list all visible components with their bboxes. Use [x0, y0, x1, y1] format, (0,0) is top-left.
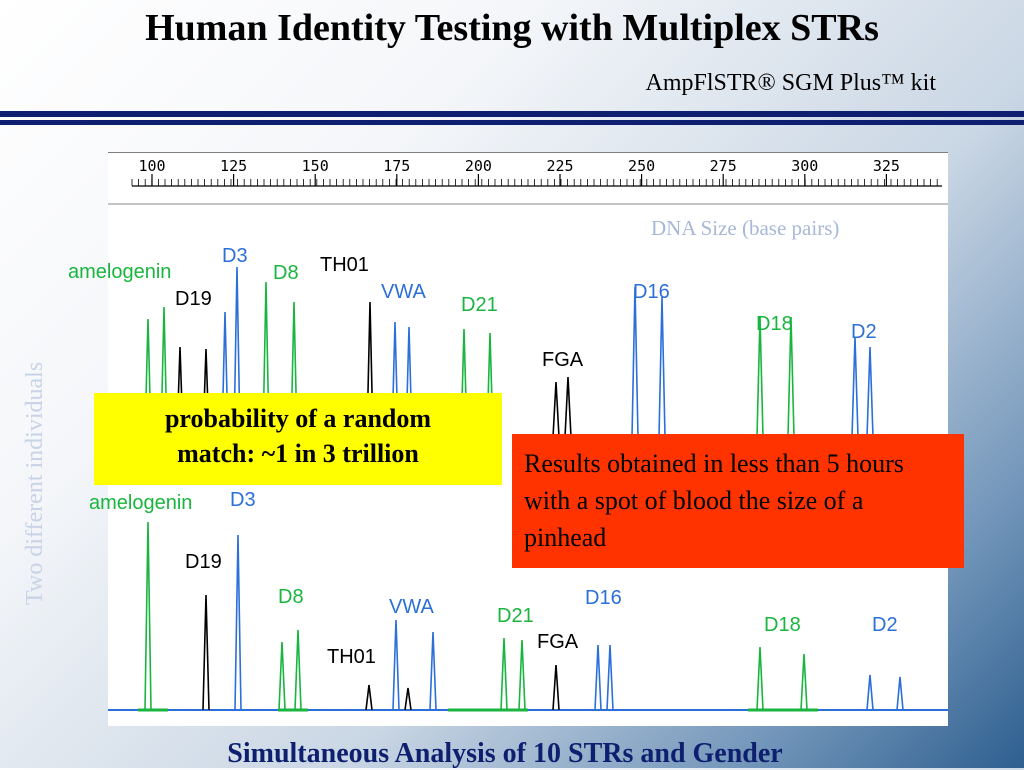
peak	[392, 619, 400, 711]
peak	[552, 381, 560, 438]
ruler-tick-label: 300	[791, 157, 818, 175]
random-match-line-2: match: ~1 in 3 trillion	[177, 439, 419, 469]
peak	[787, 316, 795, 438]
top-locus-d2: D2	[851, 321, 877, 343]
header-rule-bottom	[0, 120, 1024, 125]
x-axis-label: DNA Size (base pairs)	[651, 216, 840, 240]
ruler-tick-label: 250	[628, 157, 655, 175]
header-rule-top	[0, 111, 1024, 117]
side-label: Two different individuals	[22, 361, 48, 605]
peak	[278, 641, 286, 711]
bottom-locus-d16: D16	[585, 587, 622, 609]
top-locus-d21: D21	[461, 294, 498, 316]
bottom-locus-d2: D2	[872, 614, 898, 636]
bottom-locus-amelogenin: amelogenin	[89, 492, 193, 514]
bottom-locus-d3: D3	[230, 489, 256, 511]
top-locus-amelogenin: amelogenin	[68, 261, 172, 283]
bottom-locus-d21: D21	[497, 605, 534, 627]
peak	[800, 653, 808, 711]
peak	[366, 301, 374, 438]
top-locus-th01: TH01	[320, 254, 369, 276]
ruler-tick-label: 100	[138, 157, 165, 175]
slide-footer: Simultaneous Analysis of 10 STRs and Gen…	[227, 738, 783, 769]
peak	[202, 594, 210, 711]
peak	[564, 376, 572, 438]
peak	[866, 346, 874, 438]
ruler-tick-label: 175	[383, 157, 410, 175]
top-locus-d18: D18	[756, 313, 793, 335]
ruler-tick-label: 325	[873, 157, 900, 175]
kit-subtitle: AmpFlSTR® SGM Plus™ kit	[645, 70, 937, 96]
peak	[756, 316, 764, 438]
ruler-tick-label: 225	[546, 157, 573, 175]
ruler-tick-label: 125	[220, 157, 247, 175]
top-locus-d3: D3	[222, 245, 248, 267]
peak	[594, 644, 602, 711]
random-match-line-1: probability of a random	[164, 404, 432, 433]
peak	[429, 631, 437, 711]
electropherogram-svg: 100 125 150 175 200 225 250 275 300 325	[108, 152, 948, 712]
peak	[290, 301, 298, 438]
slide-title: Human Identity Testing with Multiplex ST…	[145, 7, 879, 49]
peak	[658, 296, 666, 438]
bottom-locus-fga: FGA	[537, 631, 579, 653]
peak	[294, 629, 302, 711]
peak	[851, 336, 859, 438]
bottom-locus-vwa: VWA	[389, 596, 434, 618]
ruler-tick-label: 275	[710, 157, 737, 175]
size-ruler	[108, 152, 948, 204]
top-locus-d19: D19	[175, 288, 212, 310]
peak	[756, 646, 764, 711]
peak	[896, 676, 904, 711]
bottom-locus-d19: D19	[185, 551, 222, 573]
ruler-tick-label: 150	[302, 157, 329, 175]
bottom-locus-th01: TH01	[327, 646, 376, 668]
top-locus-fga: FGA	[542, 349, 584, 371]
peak	[866, 674, 874, 711]
top-locus-d16: D16	[633, 281, 670, 303]
ruler-tick-label: 200	[465, 157, 492, 175]
peak	[518, 639, 526, 711]
peak	[552, 664, 560, 711]
peak	[234, 534, 242, 711]
bottom-locus-d18: D18	[764, 614, 801, 636]
results-time-callout: Results obtained in less than 5 hours wi…	[512, 434, 964, 568]
random-match-callout: probability of a random match: ~1 in 3 t…	[94, 393, 502, 485]
top-locus-vwa: VWA	[381, 281, 426, 303]
bottom-locus-d8: D8	[278, 586, 304, 608]
peak	[365, 684, 373, 711]
peak	[144, 521, 152, 711]
peak	[233, 266, 241, 438]
peak	[631, 286, 639, 438]
peak	[404, 687, 412, 711]
peak	[500, 637, 508, 711]
peak	[606, 644, 614, 711]
top-locus-d8: D8	[273, 262, 299, 284]
peak	[262, 281, 270, 438]
